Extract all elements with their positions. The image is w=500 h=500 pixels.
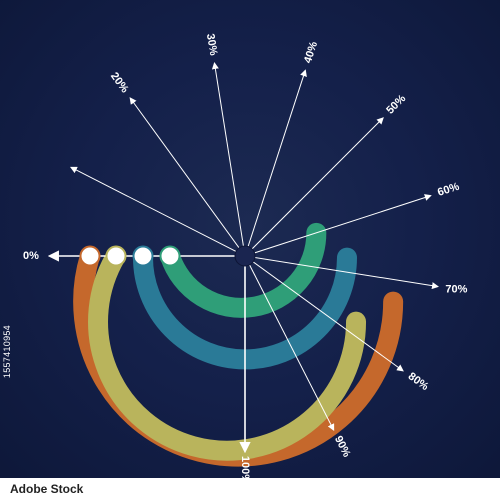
series-start-dot-2	[105, 245, 127, 267]
series-start-dot-4	[159, 245, 181, 267]
axis-spoke-40	[244, 69, 307, 257]
tick-label-30: 30%	[204, 33, 219, 57]
series-start-dot-1	[79, 245, 101, 267]
tick-label-80: 80%	[406, 370, 431, 393]
stock-image-id: 1557410954	[2, 325, 12, 379]
axis-spoke-90	[244, 255, 335, 431]
axis-spoke-20	[129, 97, 246, 257]
series-start-dot-3	[132, 245, 154, 267]
axis-spoke-30	[211, 62, 246, 257]
tick-label-60: 60%	[436, 181, 461, 199]
axis-spoke-50	[244, 117, 384, 257]
stock-brand-logo: Adobe Stock	[10, 482, 84, 496]
tick-label-50: 50%	[384, 92, 408, 116]
series-arc-4	[160, 222, 327, 318]
axis-spoke-10	[70, 166, 246, 257]
center-hub	[234, 245, 256, 267]
tick-label-20: 20%	[108, 70, 131, 95]
series-arc-3	[132, 246, 357, 370]
tick-label-0: 0%	[23, 250, 39, 262]
axis-spoke-70	[244, 255, 439, 290]
axis-spoke-60	[244, 194, 432, 257]
tick-label-40: 40%	[302, 40, 320, 65]
tick-label-70: 70%	[445, 283, 467, 295]
axis-spoke-80	[244, 255, 404, 372]
tick-label-100: 100%	[239, 456, 251, 484]
stock-brand-bar: Adobe Stock	[0, 478, 500, 500]
series-arc-2	[88, 246, 367, 461]
tick-label-90: 90%	[332, 434, 353, 459]
